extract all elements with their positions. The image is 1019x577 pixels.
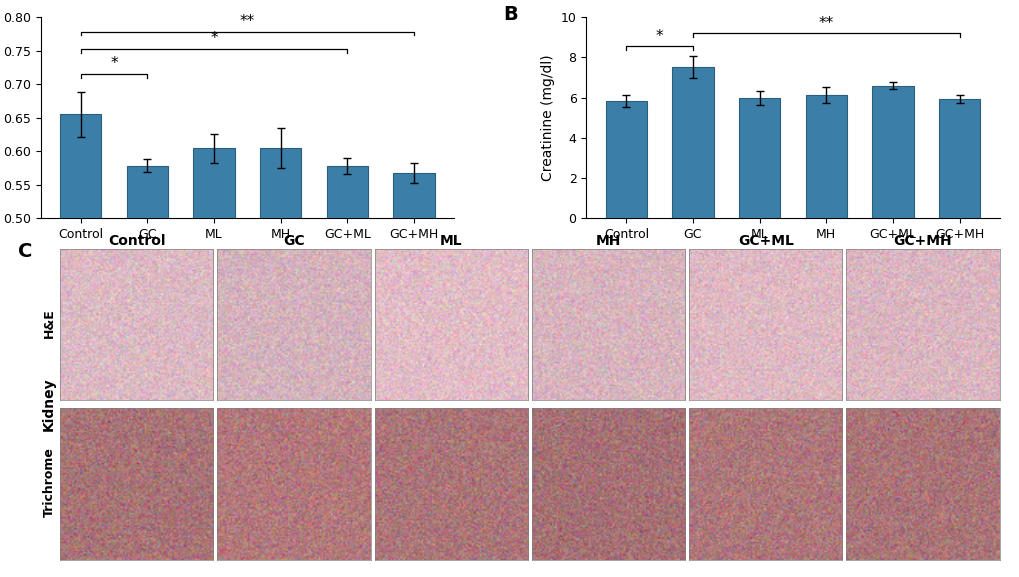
Title: MH: MH	[595, 234, 621, 248]
Text: *: *	[210, 31, 218, 46]
Text: C: C	[17, 242, 33, 261]
Bar	[126, 166, 168, 552]
Bar	[326, 166, 368, 552]
Text: *: *	[655, 29, 662, 44]
Text: H&E: H&E	[43, 309, 56, 338]
Bar	[194, 148, 234, 552]
Text: B: B	[503, 5, 518, 24]
Text: Trichrome: Trichrome	[43, 447, 56, 517]
Title: GC: GC	[283, 234, 305, 248]
Title: GC+MH: GC+MH	[893, 234, 952, 248]
Y-axis label: Creatinine (mg/dl): Creatinine (mg/dl)	[541, 54, 554, 181]
Title: ML: ML	[439, 234, 462, 248]
Text: **: **	[818, 16, 834, 31]
Bar	[605, 100, 646, 218]
Bar	[393, 173, 434, 552]
Text: Kidney: Kidney	[42, 377, 56, 431]
Bar	[738, 98, 780, 218]
Bar	[871, 85, 913, 218]
Title: GC+ML: GC+ML	[737, 234, 793, 248]
Bar	[260, 148, 302, 552]
Title: Control: Control	[108, 234, 165, 248]
Bar	[672, 67, 713, 218]
Text: *: *	[110, 56, 118, 71]
Bar	[60, 114, 101, 552]
Bar	[805, 95, 846, 218]
Text: **: **	[239, 14, 255, 29]
Bar	[938, 99, 979, 218]
